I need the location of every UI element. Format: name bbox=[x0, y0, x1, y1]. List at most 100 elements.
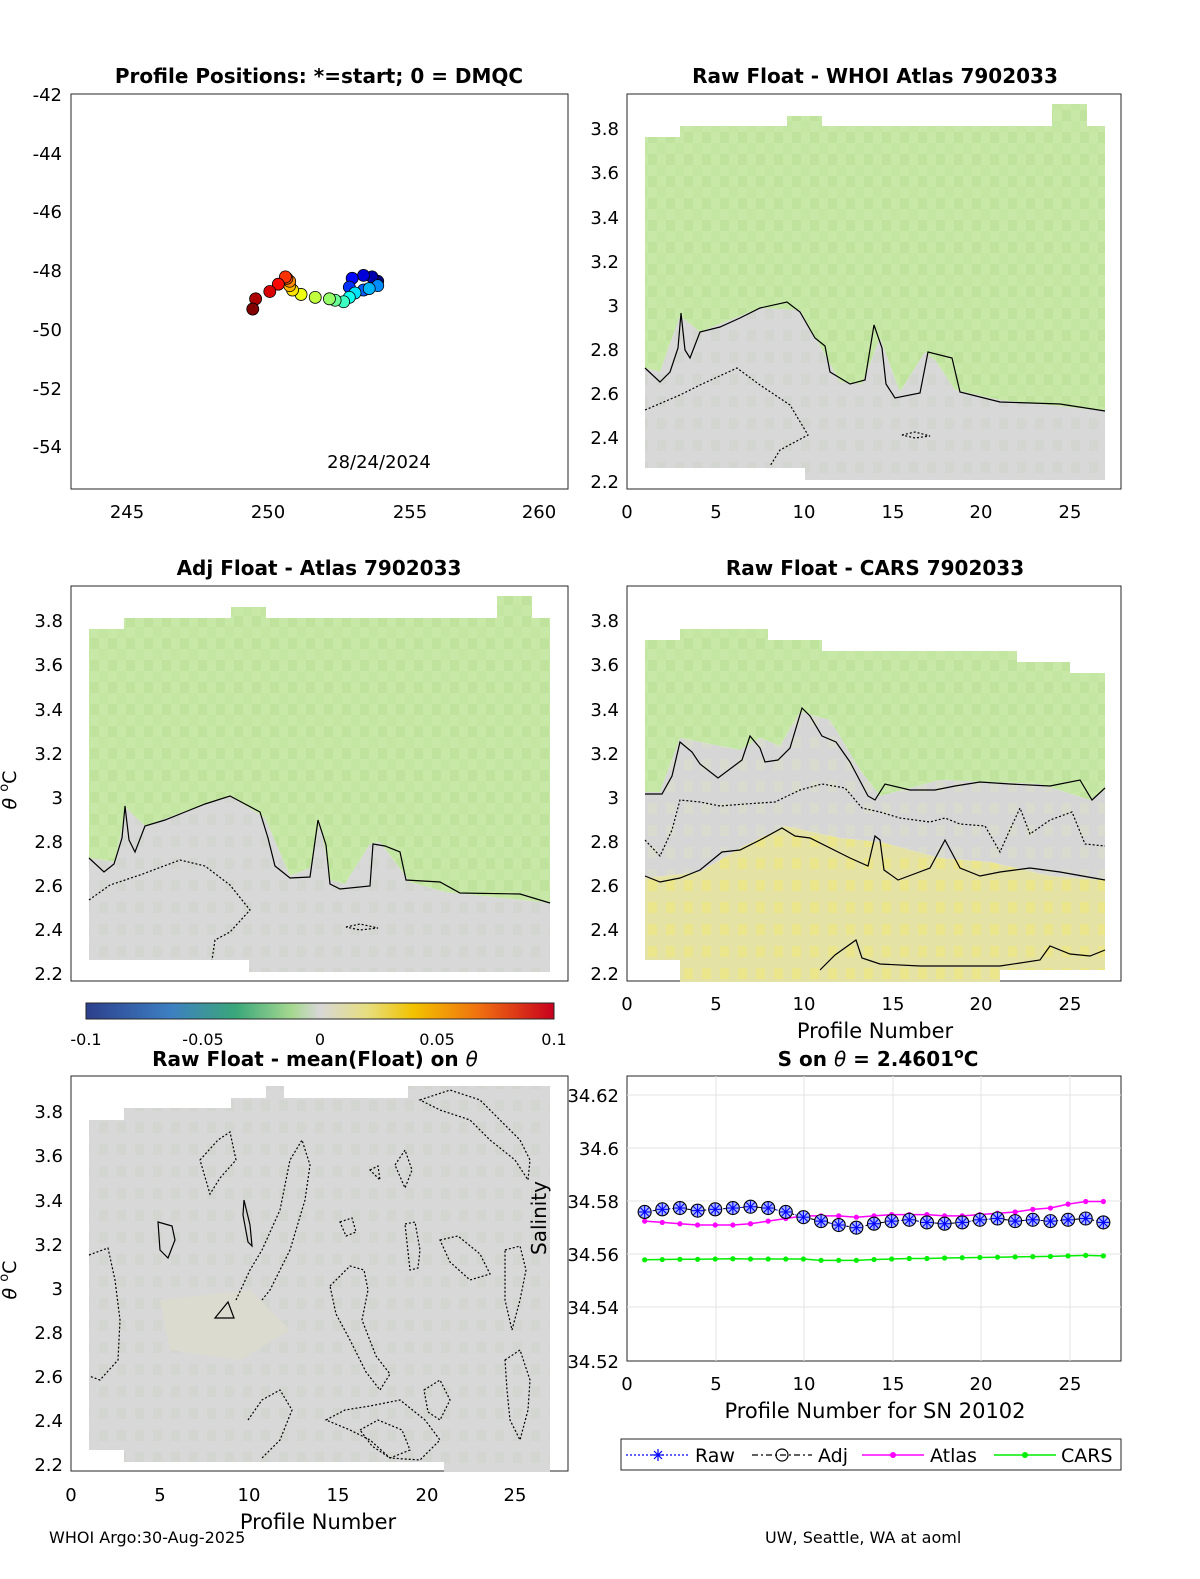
contour-line bbox=[644, 301, 1106, 412]
xtick: 20 bbox=[970, 502, 993, 523]
raw-point bbox=[638, 1205, 651, 1218]
cars-point bbox=[1083, 1252, 1089, 1258]
raw-mean-xticks: 0 5 10 15 20 25 bbox=[65, 1485, 526, 1506]
raw-point bbox=[726, 1202, 739, 1215]
ytick: 2.8 bbox=[590, 832, 619, 853]
cars-point bbox=[818, 1257, 824, 1263]
ytick: -48 bbox=[33, 261, 62, 282]
legend-atlas: Atlas bbox=[862, 1445, 977, 1467]
ytick: 2.6 bbox=[590, 384, 619, 405]
adj-atlas-ylabel: θ oC bbox=[0, 771, 21, 810]
xtick: 10 bbox=[793, 1374, 816, 1395]
salinity-ylabel: Salinity bbox=[527, 1181, 551, 1255]
raw-cars-xticks: 0 5 10 15 20 25 bbox=[621, 994, 1081, 1015]
raw-mean-panel: Raw Float - mean(Float) on θ 3.8 bbox=[0, 1047, 569, 1534]
raw-point bbox=[779, 1205, 792, 1218]
ytick: -52 bbox=[33, 379, 62, 400]
ytick: 2.2 bbox=[590, 472, 619, 493]
ytick: 2.4 bbox=[590, 920, 619, 941]
footer-left: WHOI Argo:30-Aug-2025 bbox=[49, 1528, 246, 1547]
cbtick: -0.05 bbox=[182, 1030, 223, 1049]
atlas-point bbox=[730, 1222, 736, 1228]
positions-panel: Profile Positions: *=start; 0 = DMQC -42… bbox=[33, 64, 569, 523]
adj-atlas-title: Adj Float - Atlas 7902033 bbox=[177, 556, 462, 580]
xtick: 260 bbox=[522, 502, 556, 523]
cars-point bbox=[1012, 1254, 1018, 1260]
ytick: 3.4 bbox=[34, 1191, 63, 1212]
ytick: 3 bbox=[608, 788, 619, 809]
xtick: 15 bbox=[882, 1374, 905, 1395]
xtick: 0 bbox=[621, 994, 632, 1015]
cars-point bbox=[906, 1255, 912, 1262]
ytick: 34.52 bbox=[567, 1352, 619, 1373]
positions-yticks: -42 -44 -46 -48 -50 -52 -54 bbox=[33, 85, 62, 458]
position-marker bbox=[246, 302, 260, 316]
raw-mean-title: Raw Float - mean(Float) on θ bbox=[152, 1047, 478, 1071]
xtick: 15 bbox=[882, 502, 905, 523]
raw-point bbox=[762, 1202, 775, 1215]
xtick: 20 bbox=[970, 994, 993, 1015]
cars-point bbox=[712, 1256, 718, 1262]
cars-point bbox=[677, 1256, 683, 1262]
positions-date: 28/24/2024 bbox=[327, 452, 431, 473]
atlas-point bbox=[1030, 1206, 1036, 1212]
raw-point bbox=[903, 1213, 916, 1226]
cars-point bbox=[871, 1256, 877, 1263]
raw-atlas-title: Raw Float - WHOI Atlas 7902033 bbox=[692, 64, 1058, 88]
raw-atlas-panel: Raw Float - WHOI Atlas 7902033 3.8 3.6 3… bbox=[590, 64, 1122, 523]
contour-line bbox=[645, 706, 1106, 801]
ytick: -46 bbox=[33, 202, 62, 223]
legend-cars-label: CARS bbox=[1061, 1445, 1113, 1467]
raw-point bbox=[797, 1211, 810, 1224]
ytick: 3.2 bbox=[34, 1235, 63, 1256]
gray-region bbox=[645, 712, 1105, 880]
raw-point bbox=[1062, 1213, 1075, 1226]
atlas-point bbox=[1047, 1205, 1054, 1211]
raw-cars-yticks: 3.8 3.6 3.4 3.2 3 2.8 2.6 2.4 2.2 bbox=[590, 611, 619, 985]
raw-mean-ylabel: θ oC bbox=[0, 1261, 21, 1300]
cars-point bbox=[659, 1256, 665, 1263]
cars-point bbox=[959, 1255, 965, 1261]
green-region bbox=[89, 596, 550, 903]
raw-atlas-xticks: 0 5 10 15 20 25 bbox=[621, 502, 1081, 523]
ytick: 2.2 bbox=[590, 964, 619, 985]
gray-region bbox=[645, 308, 1105, 480]
cbtick: 0.1 bbox=[541, 1030, 566, 1049]
raw-cars-xlabel: Profile Number bbox=[797, 1019, 954, 1043]
salinity-panel: S on θ = 2.4601oC 34.62 34.6 34.58 34.56… bbox=[527, 1046, 1122, 1471]
adj-atlas-panel: Adj Float - Atlas 7902033 3.8 3.6 3.4 3.… bbox=[0, 556, 569, 985]
ytick: -44 bbox=[33, 144, 62, 165]
salinity-yticks: 34.62 34.6 34.58 34.56 34.54 34.52 bbox=[567, 1086, 619, 1373]
ytick: 3.6 bbox=[34, 1146, 63, 1167]
raw-mean-xlabel: Profile Number bbox=[240, 1510, 397, 1534]
contour-dotted bbox=[644, 367, 809, 467]
raw-point bbox=[832, 1219, 845, 1232]
position-marker bbox=[308, 290, 322, 304]
raw-point bbox=[815, 1215, 828, 1228]
atlas-point bbox=[1100, 1198, 1106, 1205]
cars-point bbox=[694, 1256, 701, 1262]
raw-point bbox=[1097, 1216, 1110, 1229]
ytick: 3.4 bbox=[590, 208, 619, 229]
ytick: 3 bbox=[52, 788, 63, 809]
xtick: 20 bbox=[416, 1485, 439, 1506]
atlas-point bbox=[659, 1219, 665, 1226]
gray-region bbox=[89, 1086, 550, 1472]
contour-solid-3 bbox=[157, 1221, 176, 1260]
ytick: 3.8 bbox=[34, 1102, 63, 1123]
atlas-point bbox=[747, 1221, 754, 1227]
xtick: 5 bbox=[710, 502, 721, 523]
ytick: 3.6 bbox=[590, 163, 619, 184]
position-marker bbox=[357, 269, 370, 282]
ytick: 2.4 bbox=[34, 920, 63, 941]
cars-point bbox=[836, 1257, 842, 1263]
gray-region bbox=[89, 796, 550, 972]
cars-point bbox=[800, 1256, 807, 1262]
raw-point bbox=[920, 1216, 933, 1229]
contour-solid-2 bbox=[213, 1300, 235, 1319]
raw-point bbox=[744, 1200, 757, 1213]
green-region bbox=[645, 104, 1105, 411]
positions-title: Profile Positions: *=start; 0 = DMQC bbox=[115, 64, 523, 88]
raw-point bbox=[938, 1217, 951, 1230]
